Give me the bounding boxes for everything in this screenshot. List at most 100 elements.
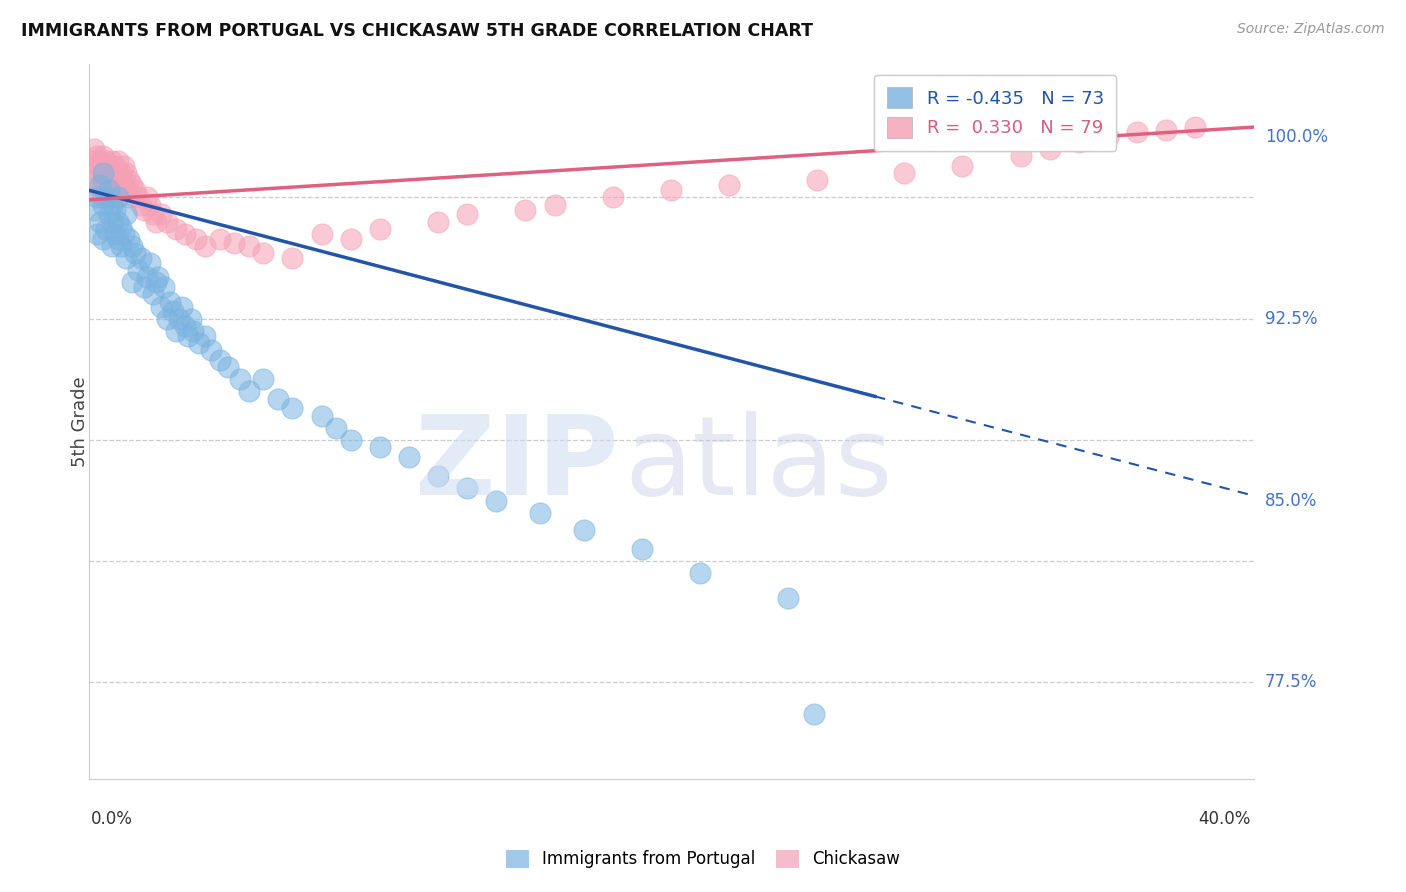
Point <box>124 246 146 260</box>
Point <box>950 159 973 173</box>
Point <box>118 232 141 246</box>
Point <box>368 222 391 236</box>
Point <box>194 239 217 253</box>
Point <box>485 493 508 508</box>
Point <box>127 263 149 277</box>
Point <box>91 190 114 204</box>
Point <box>104 173 127 187</box>
Point <box>132 280 155 294</box>
Point <box>107 166 129 180</box>
Point <box>104 183 127 197</box>
Point <box>803 706 825 721</box>
Point <box>112 178 135 193</box>
Point <box>86 159 108 173</box>
Point <box>118 190 141 204</box>
Point <box>281 251 304 265</box>
Point <box>398 450 420 464</box>
Point <box>1126 125 1149 139</box>
Text: 85.0%: 85.0% <box>1265 491 1317 509</box>
Point <box>101 215 124 229</box>
Point <box>104 159 127 173</box>
Point <box>101 178 124 193</box>
Point <box>89 178 111 193</box>
Point <box>150 300 173 314</box>
Point <box>893 166 915 180</box>
Text: 40.0%: 40.0% <box>1198 810 1251 828</box>
Point <box>94 166 117 180</box>
Point <box>456 207 478 221</box>
Legend: Immigrants from Portugal, Chickasaw: Immigrants from Portugal, Chickasaw <box>498 841 908 877</box>
Point <box>311 409 333 423</box>
Point <box>86 178 108 193</box>
Point <box>162 304 184 318</box>
Y-axis label: 5th Grade: 5th Grade <box>72 376 89 467</box>
Point <box>1067 135 1090 149</box>
Point <box>107 178 129 193</box>
Point <box>83 166 105 180</box>
Point <box>217 360 239 375</box>
Point <box>135 190 157 204</box>
Point <box>159 294 181 309</box>
Point <box>91 197 114 211</box>
Text: ZIP: ZIP <box>415 411 619 518</box>
Point <box>94 222 117 236</box>
Point <box>252 246 274 260</box>
Point <box>145 275 167 289</box>
Point <box>89 215 111 229</box>
Point <box>110 239 132 253</box>
Point <box>200 343 222 358</box>
Point <box>148 270 170 285</box>
Point <box>101 190 124 204</box>
Point <box>121 239 143 253</box>
Point <box>115 183 138 197</box>
Point <box>121 275 143 289</box>
Point <box>165 222 187 236</box>
Point <box>138 197 160 211</box>
Point <box>208 232 231 246</box>
Text: 92.5%: 92.5% <box>1265 310 1317 327</box>
Point <box>112 227 135 241</box>
Point <box>176 328 198 343</box>
Point <box>427 215 450 229</box>
Point <box>80 154 103 169</box>
Point <box>339 232 361 246</box>
Point <box>776 591 799 605</box>
Point <box>1010 149 1032 163</box>
Point <box>94 190 117 204</box>
Point <box>101 239 124 253</box>
Point <box>170 300 193 314</box>
Point <box>86 190 108 204</box>
Point <box>1097 129 1119 144</box>
Point <box>267 392 290 406</box>
Point <box>311 227 333 241</box>
Point <box>86 227 108 241</box>
Point <box>91 149 114 163</box>
Point <box>107 190 129 204</box>
Point <box>127 190 149 204</box>
Point <box>94 154 117 169</box>
Point <box>121 178 143 193</box>
Point <box>129 197 152 211</box>
Point <box>115 207 138 221</box>
Point <box>180 311 202 326</box>
Point <box>138 256 160 270</box>
Point <box>173 227 195 241</box>
Point <box>104 202 127 217</box>
Point <box>156 215 179 229</box>
Point <box>368 440 391 454</box>
Point <box>110 166 132 180</box>
Point <box>89 183 111 197</box>
Point <box>83 202 105 217</box>
Point <box>281 401 304 416</box>
Point <box>186 232 208 246</box>
Point <box>208 352 231 367</box>
Point <box>129 251 152 265</box>
Point <box>124 183 146 197</box>
Point <box>602 190 624 204</box>
Point <box>173 318 195 333</box>
Text: atlas: atlas <box>624 411 893 518</box>
Point <box>238 384 260 399</box>
Point <box>110 219 132 234</box>
Text: 0.0%: 0.0% <box>91 810 134 828</box>
Legend: R = -0.435   N = 73, R =  0.330   N = 79: R = -0.435 N = 73, R = 0.330 N = 79 <box>875 75 1116 151</box>
